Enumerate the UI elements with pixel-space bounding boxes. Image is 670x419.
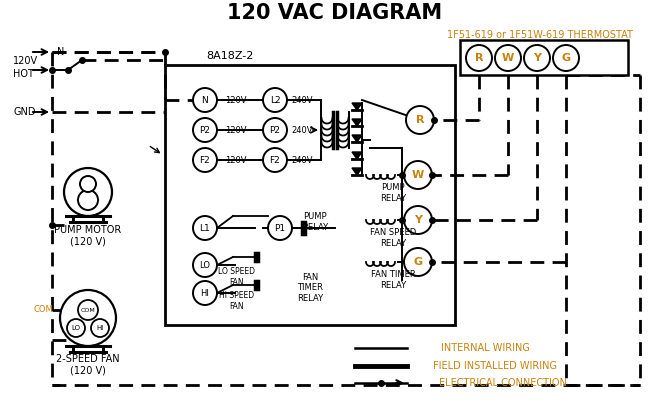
Text: N: N: [202, 96, 208, 104]
Text: Y: Y: [414, 215, 422, 225]
Text: R: R: [416, 115, 424, 125]
Text: 240V: 240V: [291, 96, 312, 104]
Text: G: G: [413, 257, 423, 267]
Circle shape: [406, 106, 434, 134]
Text: 8A18Z-2: 8A18Z-2: [206, 51, 254, 61]
Text: G: G: [561, 53, 571, 63]
Circle shape: [524, 45, 550, 71]
Circle shape: [404, 161, 432, 189]
Text: 120V: 120V: [225, 126, 247, 134]
Text: L2: L2: [270, 96, 280, 104]
Bar: [460, 40, 628, 75]
Circle shape: [193, 253, 217, 277]
Text: COM: COM: [34, 305, 53, 315]
Text: R: R: [475, 53, 483, 63]
Text: LO: LO: [72, 325, 80, 331]
Text: FAN SPEED
RELAY: FAN SPEED RELAY: [370, 228, 416, 248]
Text: P2: P2: [200, 126, 210, 134]
Circle shape: [193, 88, 217, 112]
Text: FAN
TIMER
RELAY: FAN TIMER RELAY: [297, 273, 323, 303]
Text: 120V: 120V: [225, 155, 247, 165]
Text: 120V: 120V: [225, 96, 247, 104]
Polygon shape: [352, 135, 362, 142]
Circle shape: [404, 206, 432, 234]
Text: F2: F2: [200, 155, 210, 165]
Text: LO SPEED
FAN: LO SPEED FAN: [218, 267, 255, 287]
Circle shape: [80, 176, 96, 192]
Text: 240V: 240V: [291, 126, 312, 134]
Polygon shape: [352, 152, 362, 159]
Text: LO: LO: [200, 261, 210, 269]
Text: 2-SPEED FAN
(120 V): 2-SPEED FAN (120 V): [56, 354, 120, 376]
Polygon shape: [352, 168, 362, 175]
Text: HOT: HOT: [13, 69, 34, 79]
Text: COM: COM: [80, 308, 95, 313]
Text: Y: Y: [533, 53, 541, 63]
Circle shape: [64, 168, 112, 216]
Text: P1: P1: [275, 223, 285, 233]
Circle shape: [263, 118, 287, 142]
Circle shape: [60, 290, 116, 346]
Text: P2: P2: [269, 126, 281, 134]
Text: 120V: 120V: [13, 56, 38, 66]
Circle shape: [193, 281, 217, 305]
Text: N: N: [57, 47, 64, 57]
Circle shape: [78, 300, 98, 320]
Circle shape: [495, 45, 521, 71]
Circle shape: [193, 216, 217, 240]
Circle shape: [67, 319, 85, 337]
Text: F2: F2: [269, 155, 280, 165]
Text: PUMP
RELAY: PUMP RELAY: [380, 183, 406, 203]
Bar: [165, 65, 455, 325]
Circle shape: [263, 148, 287, 172]
Text: PUMP
RELAY: PUMP RELAY: [302, 212, 328, 232]
Text: W: W: [502, 53, 514, 63]
Text: 1F51-619 or 1F51W-619 THERMOSTAT: 1F51-619 or 1F51W-619 THERMOSTAT: [447, 30, 633, 40]
Polygon shape: [352, 119, 362, 126]
Circle shape: [466, 45, 492, 71]
Text: INTERNAL WIRING: INTERNAL WIRING: [441, 343, 529, 353]
Circle shape: [404, 248, 432, 276]
Text: GND: GND: [13, 107, 36, 117]
Text: HI: HI: [200, 289, 210, 297]
Circle shape: [193, 148, 217, 172]
Text: FIELD INSTALLED WIRING: FIELD INSTALLED WIRING: [433, 361, 557, 371]
Circle shape: [263, 88, 287, 112]
Circle shape: [193, 118, 217, 142]
Text: HI SPEED
FAN: HI SPEED FAN: [220, 291, 255, 311]
Text: PUMP MOTOR
(120 V): PUMP MOTOR (120 V): [54, 225, 122, 247]
Text: ELECTRICAL CONNECTION: ELECTRICAL CONNECTION: [439, 378, 567, 388]
Text: W: W: [412, 170, 424, 180]
Circle shape: [91, 319, 109, 337]
Text: 120 VAC DIAGRAM: 120 VAC DIAGRAM: [227, 3, 443, 23]
Text: FAN TIMER
RELAY: FAN TIMER RELAY: [371, 270, 415, 290]
Text: 240V: 240V: [291, 155, 312, 165]
Circle shape: [553, 45, 579, 71]
Text: L1: L1: [200, 223, 210, 233]
Text: HI: HI: [96, 325, 104, 331]
Circle shape: [268, 216, 292, 240]
Polygon shape: [352, 103, 362, 110]
Circle shape: [78, 190, 98, 210]
